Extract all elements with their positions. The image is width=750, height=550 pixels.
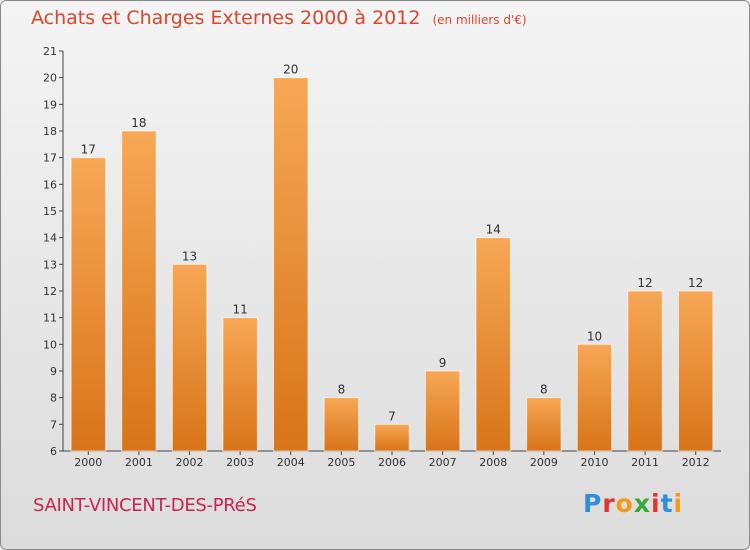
y-tick-label: 21 [43,45,57,58]
bar-value-label: 7 [388,409,396,423]
x-tick-label: 2009 [530,456,558,469]
y-tick-label: 15 [43,205,57,218]
x-tick-label: 2006 [378,456,406,469]
chart-title: Achats et Charges Externes 2000 à 2012 (e… [31,7,527,29]
bar [677,290,714,452]
x-tick-label: 2011 [631,456,659,469]
logo-letter: r [602,489,616,518]
bar [576,343,613,452]
y-tick-label: 16 [43,178,57,191]
bars: 17 18 13 11 20 8 7 9 14 8 10 12 12 [70,63,714,452]
bar [424,370,461,452]
bar-value-label: 11 [233,303,248,317]
bar-value-label: 12 [688,276,703,290]
bar-value-label: 8 [540,383,548,397]
proxiti-logo: Proxiti [583,489,683,518]
y-tick-label: 19 [43,98,57,111]
chart-title-text: Achats et Charges Externes 2000 à 2012 [31,7,421,29]
bar [627,290,663,452]
x-tick-label: 2012 [682,456,710,469]
logo-letter: i [673,489,684,518]
bar-value-label: 17 [81,143,96,157]
logo-letter: x [633,489,651,518]
bar-value-label: 12 [637,276,652,290]
y-tick-label: 14 [43,232,57,245]
bar [323,397,360,452]
bar [171,263,208,452]
bar-value-label: 18 [131,116,146,130]
y-tick-label: 8 [50,392,57,405]
x-tick-label: 2002 [176,456,204,469]
bar-value-label: 13 [182,249,197,263]
x-tick-label: 2001 [125,456,153,469]
x-tick-label: 2005 [327,456,355,469]
bar [526,397,562,452]
logo-letter: P [583,489,603,518]
chart-unit: (en milliers d'€) [432,13,527,27]
y-tick-label: 6 [50,445,57,458]
x-tick-label: 2010 [580,456,608,469]
bar [70,157,107,452]
bar [273,77,309,452]
x-tick-label: 2004 [277,456,305,469]
x-tick-label: 2008 [479,456,507,469]
y-tick-label: 17 [43,152,57,165]
x-tick-label: 2007 [429,456,457,469]
bar-value-label: 9 [439,356,447,370]
bar-value-label: 14 [486,223,501,237]
y-tick-label: 10 [43,338,57,351]
logo-letter: t [660,489,674,518]
y-tick-label: 20 [43,72,57,85]
y-tick-label: 13 [43,258,57,271]
bar [475,237,511,452]
y-tick-label: 11 [43,312,57,325]
place-name: SAINT-VINCENT-DES-PRéS [33,495,257,516]
x-tick-label: 2000 [74,456,102,469]
y-tick-label: 7 [50,418,57,431]
bar-value-label: 8 [338,383,346,397]
bar-value-label: 20 [283,63,298,77]
y-tick-label: 9 [50,365,57,378]
bar-value-label: 10 [587,329,602,343]
bar [222,317,258,452]
logo-letter: i [651,489,661,518]
x-tick-label: 2003 [226,456,254,469]
bar [374,423,410,452]
y-tick-label: 18 [43,125,57,138]
bar [121,130,157,452]
y-tick-label: 12 [43,285,57,298]
logo-letter: o [615,489,634,518]
